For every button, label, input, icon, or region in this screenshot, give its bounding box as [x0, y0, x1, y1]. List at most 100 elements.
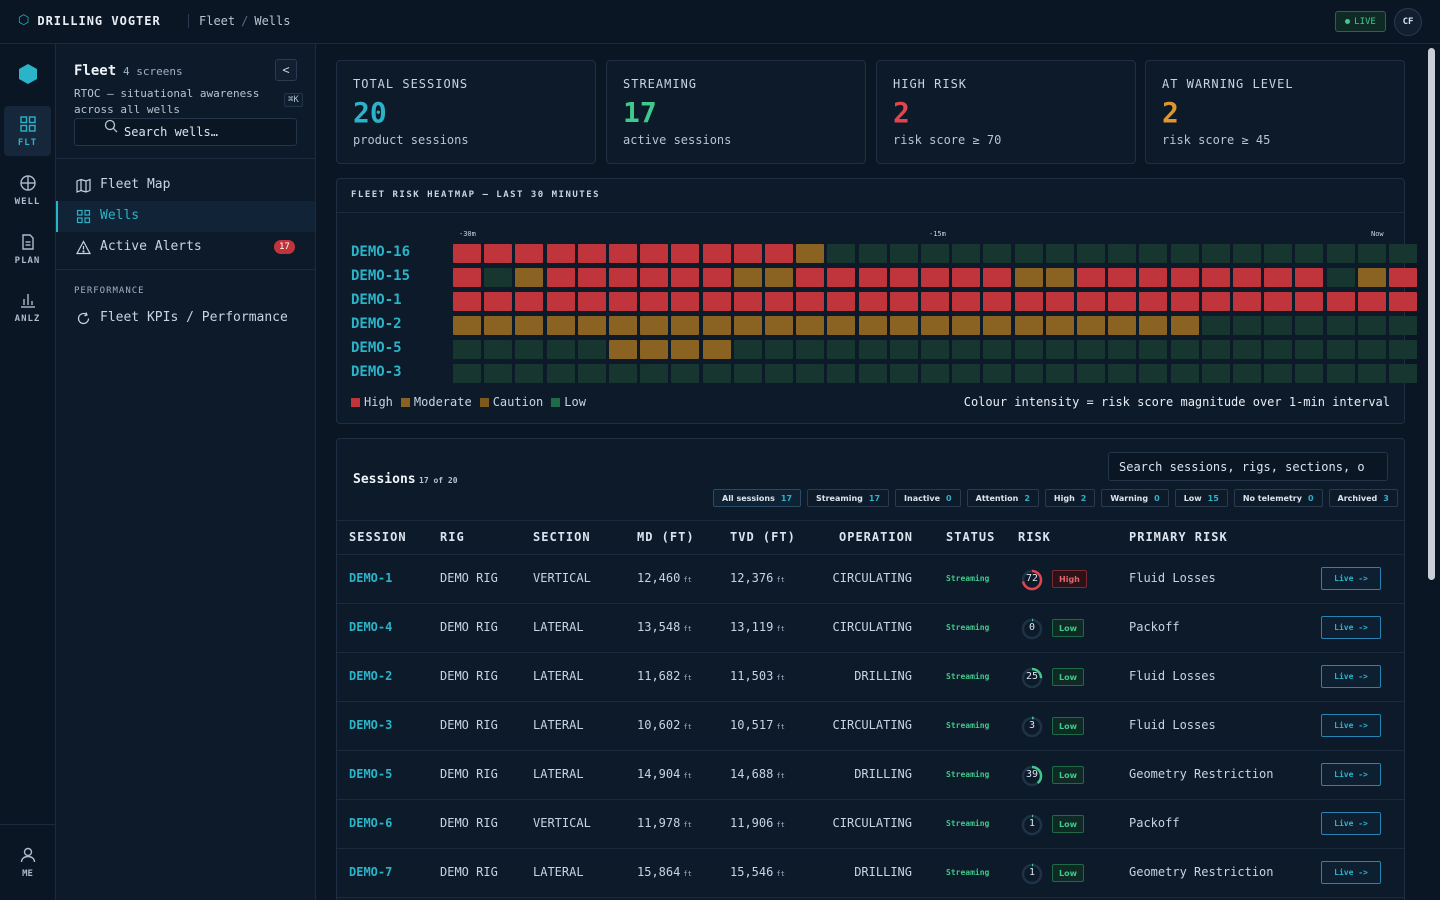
heatmap-cell[interactable] — [1295, 268, 1324, 287]
column-header-operation[interactable]: OPERATION — [839, 530, 914, 544]
heatmap-cell[interactable] — [484, 316, 513, 335]
heatmap-cell[interactable] — [733, 364, 762, 383]
heatmap-cell[interactable] — [1139, 340, 1168, 359]
heatmap-cell[interactable] — [577, 340, 606, 359]
heatmap-cell[interactable] — [952, 244, 981, 263]
live-view-button[interactable]: Live -> — [1321, 616, 1381, 639]
cell-session[interactable]: DEMO-5 — [349, 767, 392, 781]
heatmap-cell[interactable] — [765, 244, 793, 263]
heatmap-cell[interactable] — [1264, 316, 1293, 335]
filter-chip-archived[interactable]: Archived 3 — [1328, 489, 1398, 507]
heatmap-cell[interactable] — [1357, 364, 1386, 383]
heatmap-cell[interactable] — [1108, 292, 1137, 311]
heatmap-cell[interactable] — [921, 244, 949, 263]
heatmap-cell[interactable] — [765, 268, 793, 287]
heatmap-cell[interactable] — [889, 340, 918, 359]
rail-item-analyze[interactable]: ANLZ — [4, 282, 51, 332]
live-view-button[interactable]: Live -> — [1321, 861, 1381, 884]
heatmap-cell[interactable] — [671, 340, 700, 359]
heatmap-cell[interactable] — [1201, 364, 1230, 383]
table-row[interactable]: DEMO-7 DEMO RIG LATERAL 15,864 ft 15,546 ft DRI… — [337, 849, 1404, 898]
heatmap-cell[interactable] — [1326, 268, 1355, 287]
filter-chip-streaming[interactable]: Streaming 17 — [807, 489, 890, 507]
rail-item-plan[interactable]: PLAN — [4, 224, 51, 274]
search-wells-input[interactable]: Search wells… — [74, 118, 297, 146]
heatmap-cell[interactable] — [796, 340, 825, 359]
heatmap-cell[interactable] — [1326, 292, 1355, 311]
heatmap-cell[interactable] — [1326, 340, 1355, 359]
heatmap-cell[interactable] — [952, 316, 981, 335]
heatmap-cell[interactable] — [983, 268, 1012, 287]
heatmap-cell[interactable] — [1389, 340, 1417, 359]
heatmap-cell[interactable] — [733, 340, 762, 359]
heatmap-cell[interactable] — [1108, 268, 1137, 287]
rail-item-fleet[interactable]: FLT — [4, 106, 51, 156]
heatmap-cell[interactable] — [858, 340, 887, 359]
heatmap-cell[interactable] — [577, 364, 606, 383]
heatmap-cell[interactable] — [1170, 292, 1199, 311]
heatmap-cell[interactable] — [1264, 364, 1293, 383]
heatmap-cell[interactable] — [1264, 244, 1293, 263]
filter-chip-all-sessions[interactable]: All sessions 17 — [713, 489, 802, 507]
heatmap-cell[interactable] — [1357, 340, 1386, 359]
filter-chip-low[interactable]: Low 15 — [1174, 489, 1228, 507]
column-header-session[interactable]: SESSION — [349, 530, 407, 544]
heatmap-cell[interactable] — [702, 316, 731, 335]
heatmap-cell[interactable] — [515, 340, 544, 359]
heatmap-cell[interactable] — [609, 268, 637, 287]
heatmap-cell[interactable] — [1045, 340, 1074, 359]
heatmap-cell[interactable] — [1201, 268, 1230, 287]
sessions-search-input[interactable]: Search sessions, rigs, sections, o — [1108, 452, 1388, 481]
heatmap-cell[interactable] — [609, 316, 637, 335]
heatmap-cell[interactable] — [1170, 340, 1199, 359]
heatmap-cell[interactable] — [640, 292, 669, 311]
heatmap-cell[interactable] — [609, 364, 637, 383]
heatmap-cell[interactable] — [577, 268, 606, 287]
heatmap-cell[interactable] — [515, 316, 544, 335]
heatmap-cell[interactable] — [546, 292, 575, 311]
heatmap-cell[interactable] — [671, 244, 700, 263]
live-view-button[interactable]: Live -> — [1321, 714, 1381, 737]
collapse-panel-button[interactable]: < — [275, 59, 297, 81]
table-row[interactable]: DEMO-1 DEMO RIG VERTICAL 12,460 ft 12,376 ft CI… — [337, 555, 1404, 604]
heatmap-cell[interactable] — [577, 292, 606, 311]
heatmap-cell[interactable] — [796, 244, 825, 263]
heatmap-cell[interactable] — [453, 364, 481, 383]
heatmap-cell[interactable] — [1201, 244, 1230, 263]
heatmap-cell[interactable] — [640, 268, 669, 287]
heatmap-cell[interactable] — [1077, 316, 1105, 335]
heatmap-cell[interactable] — [858, 268, 887, 287]
heatmap-cell[interactable] — [1295, 364, 1324, 383]
heatmap-cell[interactable] — [640, 340, 669, 359]
heatmap-cell[interactable] — [671, 316, 700, 335]
table-row[interactable]: DEMO-6 DEMO RIG VERTICAL 11,978 ft 11,906 ft CI… — [337, 800, 1404, 849]
heatmap-cell[interactable] — [1014, 340, 1043, 359]
heatmap-cell[interactable] — [1014, 292, 1043, 311]
heatmap-cell[interactable] — [1201, 292, 1230, 311]
cell-session[interactable]: DEMO-4 — [349, 620, 392, 634]
heatmap-cell[interactable] — [733, 316, 762, 335]
filter-chip-inactive[interactable]: Inactive 0 — [895, 489, 961, 507]
heatmap-row-label[interactable]: DEMO-15 — [351, 268, 411, 284]
heatmap-cell[interactable] — [1077, 292, 1105, 311]
heatmap-cell[interactable] — [889, 268, 918, 287]
brand[interactable]: ⬡ DRILLING VOGTER — [18, 13, 161, 28]
filter-chip-high[interactable]: High 2 — [1044, 489, 1096, 507]
table-row[interactable]: DEMO-4 DEMO RIG LATERAL 13,548 ft 13,119 ft CIR… — [337, 604, 1404, 653]
cell-session[interactable]: DEMO-7 — [349, 865, 392, 879]
heatmap-cell[interactable] — [1045, 268, 1074, 287]
heatmap-cell[interactable] — [484, 268, 513, 287]
heatmap-cell[interactable] — [453, 268, 481, 287]
heatmap-cell[interactable] — [702, 292, 731, 311]
heatmap-cell[interactable] — [546, 364, 575, 383]
heatmap-cell[interactable] — [1170, 364, 1199, 383]
heatmap-cell[interactable] — [1170, 316, 1199, 335]
heatmap-cell[interactable] — [1326, 364, 1355, 383]
heatmap-cell[interactable] — [1389, 244, 1417, 263]
heatmap-cell[interactable] — [609, 244, 637, 263]
heatmap-cell[interactable] — [1233, 268, 1261, 287]
heatmap-cell[interactable] — [796, 292, 825, 311]
heatmap-cell[interactable] — [702, 244, 731, 263]
live-view-button[interactable]: Live -> — [1321, 665, 1381, 688]
heatmap-cell[interactable] — [577, 244, 606, 263]
